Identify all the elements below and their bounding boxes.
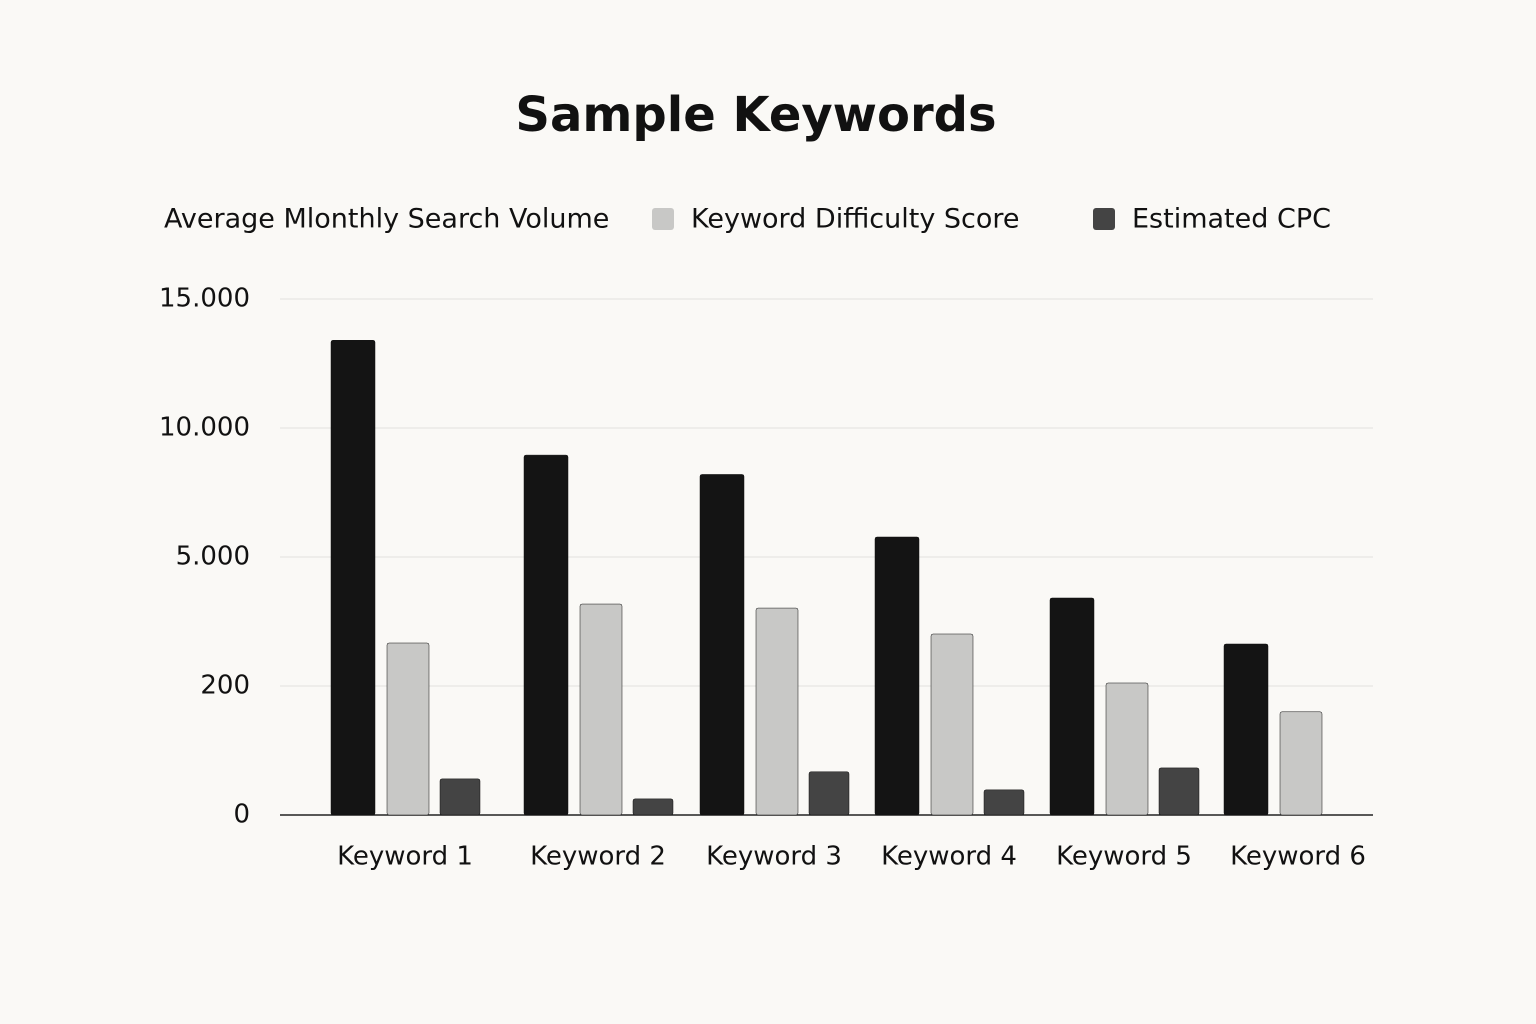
x-tick-label: Keyword 1 bbox=[337, 842, 473, 872]
legend-swatch bbox=[1093, 208, 1115, 230]
bar bbox=[874, 536, 920, 816]
bar bbox=[983, 789, 1025, 816]
bar bbox=[1105, 682, 1149, 816]
y-tick-label: 15.000 bbox=[159, 284, 250, 314]
bar bbox=[523, 454, 569, 816]
bar bbox=[1049, 597, 1095, 816]
bar bbox=[439, 778, 481, 816]
y-tick-label: 5.000 bbox=[176, 542, 250, 572]
legend-label: Average Mlonthly Search Volume bbox=[164, 204, 609, 235]
x-tick-label: Keyword 2 bbox=[530, 842, 666, 872]
bar bbox=[1158, 767, 1200, 816]
bar bbox=[579, 603, 623, 816]
x-tick-label: Keyword 6 bbox=[1230, 842, 1366, 872]
legend-label: Estimated CPC bbox=[1132, 204, 1331, 235]
bar bbox=[632, 798, 674, 816]
bar bbox=[1223, 643, 1269, 816]
bar bbox=[930, 633, 974, 816]
legend-label: Keyword Difficulty Score bbox=[691, 204, 1020, 235]
bar bbox=[699, 474, 745, 816]
bar bbox=[386, 642, 430, 816]
bar bbox=[808, 771, 850, 816]
bar bbox=[755, 607, 799, 816]
x-tick-label: Keyword 3 bbox=[706, 842, 842, 872]
y-tick-label: 0 bbox=[233, 800, 250, 830]
legend-swatch bbox=[652, 208, 674, 230]
bar bbox=[1279, 711, 1323, 816]
x-tick-label: Keyword 5 bbox=[1056, 842, 1192, 872]
y-tick-label: 200 bbox=[200, 671, 250, 701]
bar bbox=[330, 340, 376, 816]
x-tick-label: Keyword 4 bbox=[881, 842, 1017, 872]
y-tick-label: 10.000 bbox=[159, 413, 250, 443]
chart-title: Sample Keywords bbox=[515, 87, 996, 143]
